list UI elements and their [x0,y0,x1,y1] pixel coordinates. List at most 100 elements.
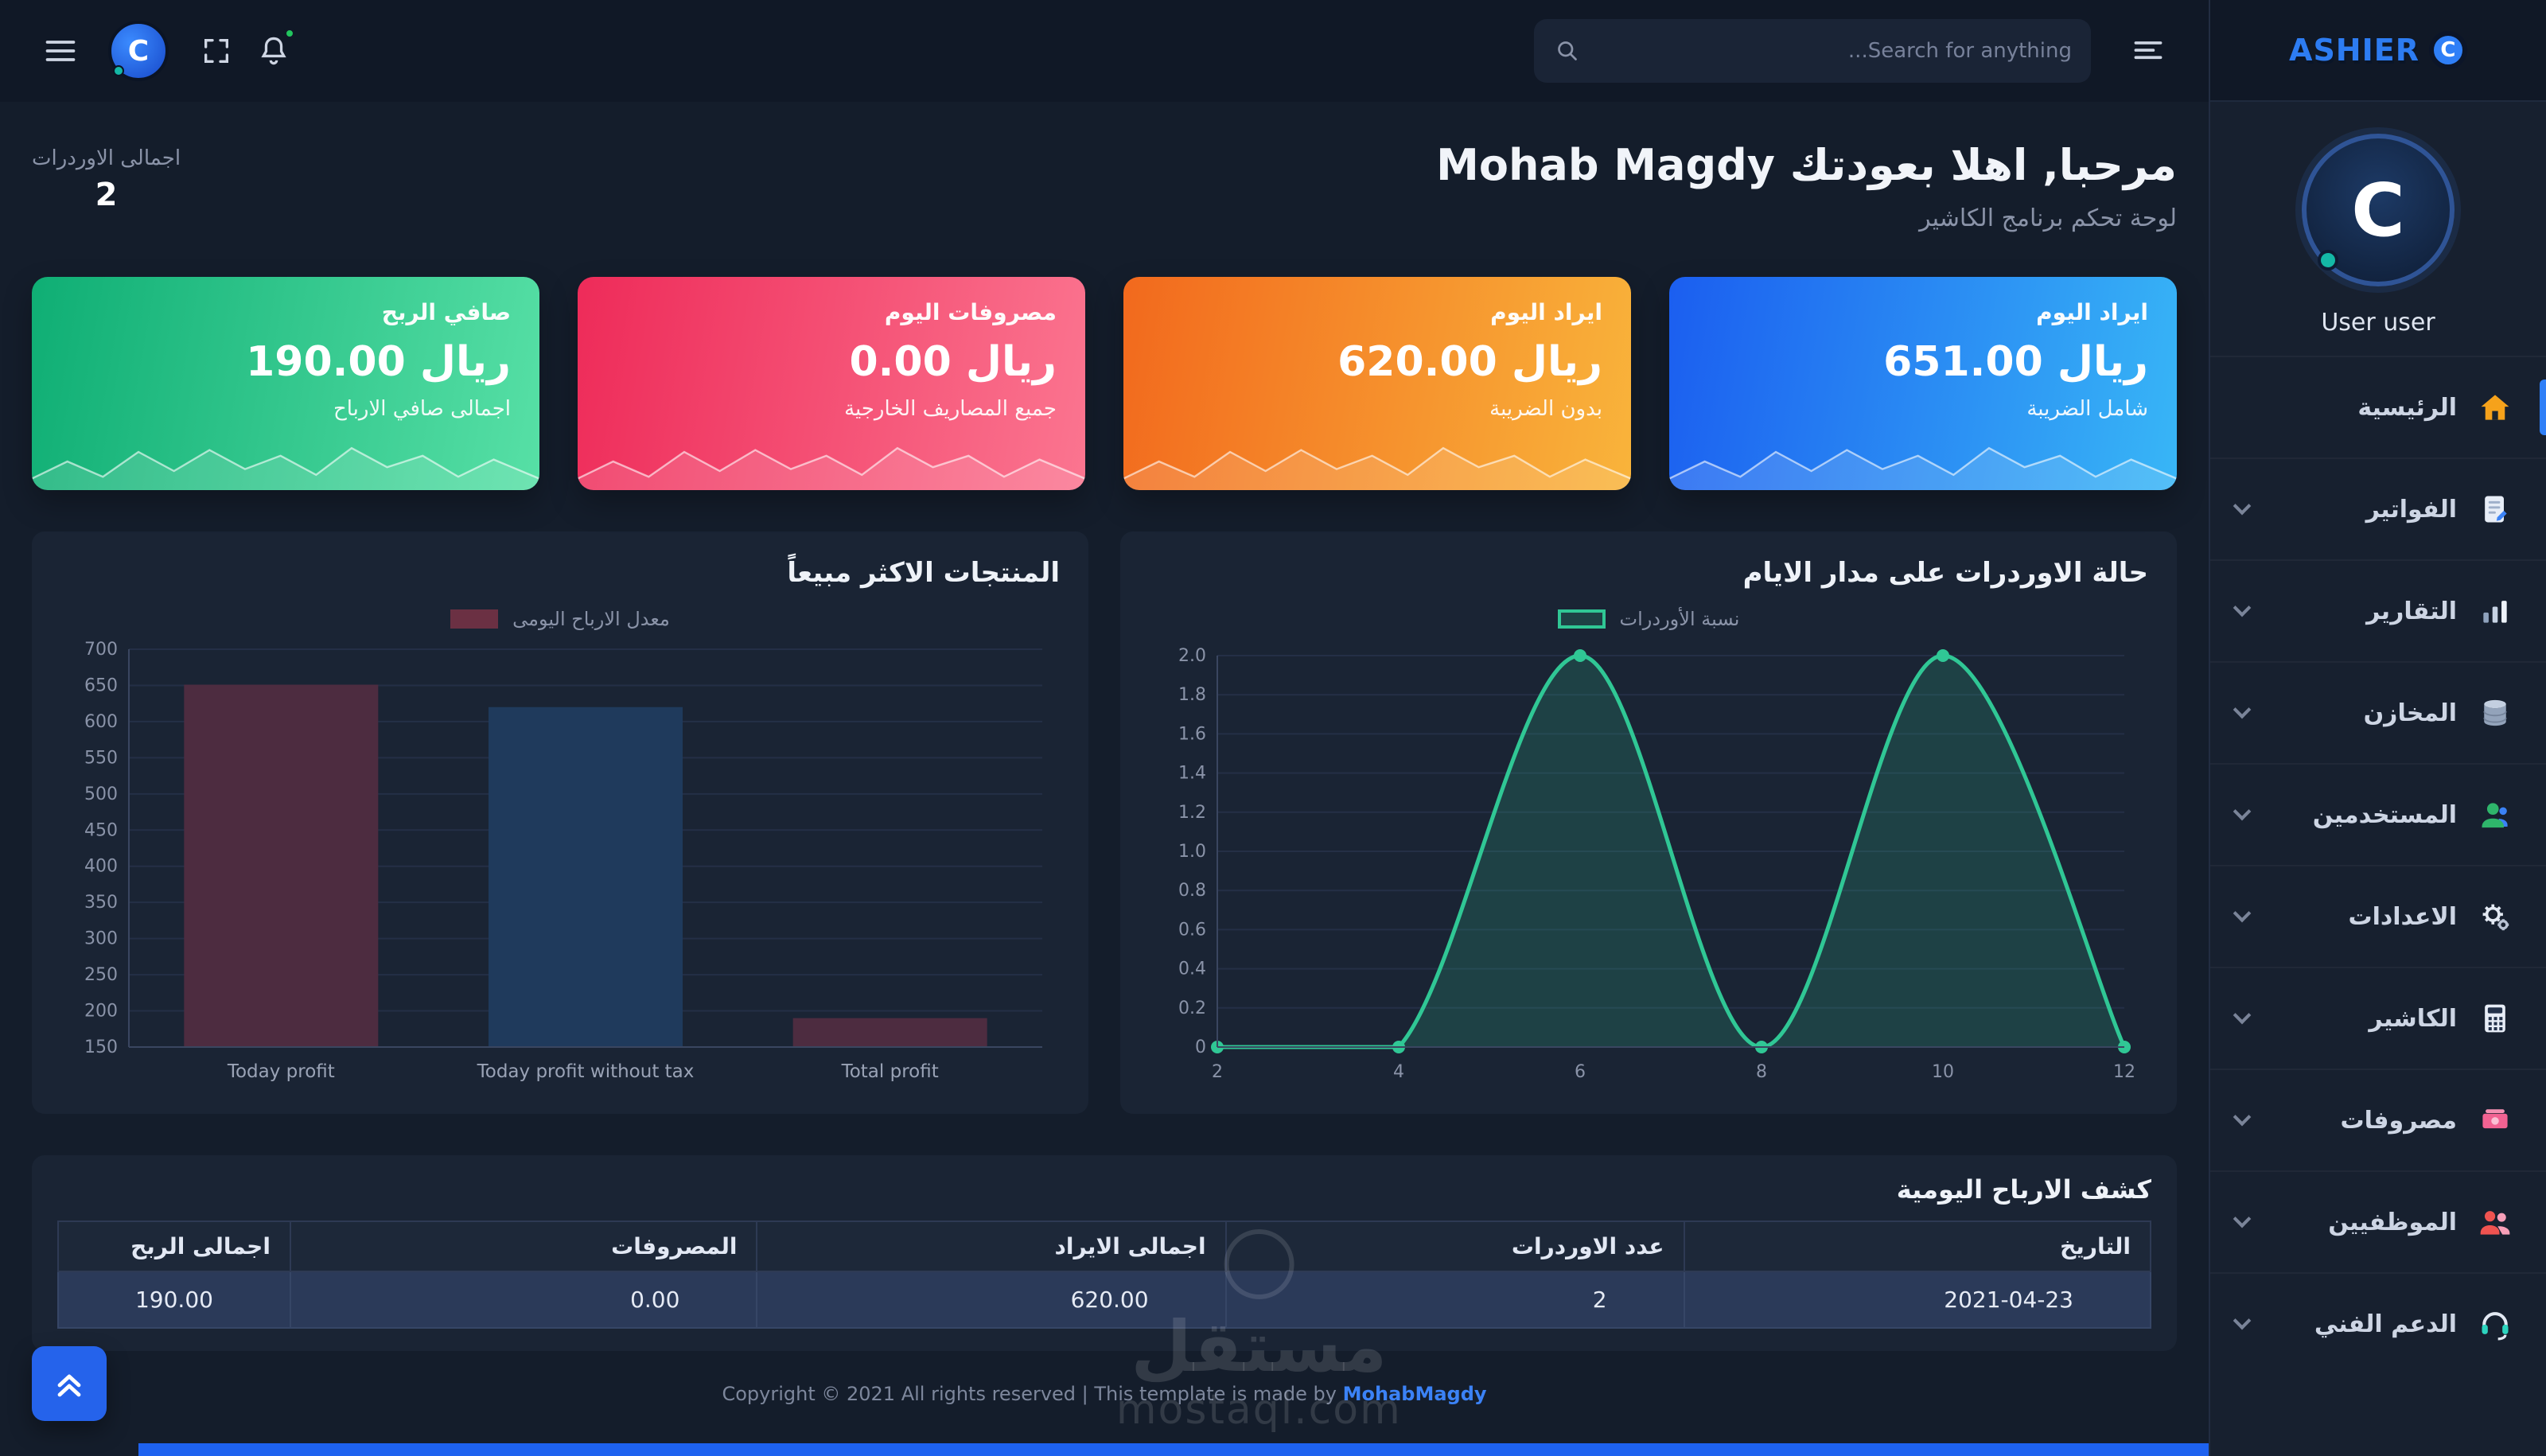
stat-card-revenue-with-tax: ايراد اليوم 651.00 ريال شامل الضريبة [1669,277,2177,490]
legend-swatch [1557,609,1606,629]
stat-card-net-profit: صافي الربح 190.00 ريال اجمالى صافي الارب… [32,277,539,490]
stat-card-subtitle: جميع المصاريف الخارجية [844,397,1057,421]
sidebar-item-users[interactable]: المستخدمين [2210,763,2546,865]
stat-card-title: صافي الربح [381,299,511,325]
sidebar-item-invoices[interactable]: الفواتير [2210,457,2546,559]
sidebar-item-label: الدعم الفني [2314,1310,2457,1338]
list-icon [2134,41,2163,60]
svg-text:Today profit: Today profit [227,1061,335,1082]
welcome-row: مرحبا, اهلا بعودتك Mohab Magdy لوحة تحكم… [32,140,2177,232]
bottom-accent-strip [138,1443,2209,1456]
svg-text:500: 500 [84,784,118,804]
cell-total-profit: 190.00 [57,1271,291,1329]
sidebar-item-warehouses[interactable]: المخازن [2210,661,2546,763]
sidebar-item-label: مصروفات [2340,1106,2458,1135]
notifications-button[interactable] [245,22,302,80]
sidebar-user-block: C User user [2210,102,2546,349]
sidebar-item-expenses[interactable]: مصروفات [2210,1069,2546,1170]
sidebar-item-label: الموظفيين [2328,1208,2457,1236]
svg-text:10: 10 [1932,1062,1954,1082]
col-header-expenses: المصروفات [289,1220,758,1272]
invoices-icon [2476,490,2514,528]
chevron-down-icon [2233,802,2252,821]
chevron-down-icon [2233,700,2252,719]
svg-text:2.0: 2.0 [1178,646,1206,666]
chevron-down-icon [2233,598,2252,617]
calculator-icon [2476,999,2514,1037]
stat-cards-row: ايراد اليوم 651.00 ريال شامل الضريبة اير… [32,277,2177,490]
avatar-letter: C [2351,167,2405,253]
scroll-to-top-button[interactable] [32,1346,107,1421]
main-column: C مرحبا, اهلا بعودتك Mohab Magdy [0,19,2209,1456]
sidebar-item-cashier[interactable]: الكاشير [2210,967,2546,1069]
hamburger-menu-button[interactable] [32,22,89,80]
brand-c-badge: C [2428,31,2467,69]
sidebar-item-label: الاعدادات [2348,902,2457,931]
sidebar-item-label: الكاشير [2369,1004,2457,1033]
products-chart-legend[interactable]: معدل الارباح اليومى [60,608,1060,630]
welcome-subtitle: لوحة تحكم برنامج الكاشير [1919,204,2177,232]
sidebar-item-home[interactable]: الرئيسية [2210,356,2546,457]
svg-text:250: 250 [84,965,118,985]
search-input[interactable] [1582,39,2072,63]
stat-card-subtitle: شامل الضريبة [2026,397,2148,421]
stat-card-expenses: مصروفات اليوم 0.00 ريال جميع المصاريف ال… [578,277,1085,490]
svg-text:Total profit: Total profit [841,1061,939,1082]
chevron-down-icon [2233,1209,2252,1228]
svg-text:4: 4 [1393,1062,1404,1082]
sidebar-item-label: المخازن [2363,699,2457,727]
sidebar-brand[interactable]: C ASHIER [2210,0,2546,102]
sparkline-chart [1669,433,2177,490]
fullscreen-button[interactable] [188,22,245,80]
orders-line-chart: 0 0.2 0.4 0.6 0.8 1.0 1.2 1.4 1.6 1.8 2.0 2 4 6 8 10 12 [1178,646,2135,1082]
search-bar [1534,19,2091,83]
products-bar-chart-box: 150 200 250 300 350 400 450 500 550 600 650 700 Toda… [60,640,1060,1088]
stat-card-title: مصروفات اليوم [884,299,1057,325]
page-footer: Copyright © 2021 All rights reserved | T… [32,1383,2177,1405]
chevron-down-icon [2233,1311,2252,1330]
sidebar-item-reports[interactable]: التقارير [2210,559,2546,661]
orders-total-label: اجمالى الاوردرات [32,146,181,170]
cell-orders-count: 2 [1224,1271,1685,1329]
orders-chart-legend[interactable]: نسبة الأوردرات [1149,608,2148,630]
author-link[interactable]: MohabMagdy [1342,1383,1487,1405]
headset-icon [2476,1305,2514,1343]
sidebar-item-settings[interactable]: الاعدادات [2210,865,2546,967]
orders-total-value: 2 [95,177,118,213]
home-icon [2476,388,2514,426]
sidebar-item-label: الفواتير [2365,495,2457,524]
col-header-total-revenue: اجمالى الايراد [756,1220,1227,1272]
dashboard-content: مرحبا, اهلا بعودتك Mohab Magdy لوحة تحكم… [0,102,2209,1456]
app-logo-letter: C [127,34,150,68]
daily-profit-panel: كشف الارباح اليومية التاريخ عدد الاوردرا… [32,1155,2177,1351]
stat-card-value: 651.00 ريال [1883,338,2148,386]
notification-dot [283,27,296,40]
avatar-status-dot [2318,250,2338,271]
stat-card-title: ايراد اليوم [1490,299,1602,325]
cell-total-revenue: 620.00 [756,1271,1227,1329]
table-row: 2021-04-23 2 620.00 0.00 190.00 [57,1271,2152,1329]
welcome-block: مرحبا, اهلا بعودتك Mohab Magdy لوحة تحكم… [1436,140,2177,232]
sidebar-item-support[interactable]: الدعم الفني [2210,1272,2546,1374]
employees-icon [2476,1203,2514,1241]
chevron-down-icon [2233,1006,2252,1025]
sidebar-item-label: التقارير [2366,597,2457,625]
avatar[interactable]: C [2302,134,2455,286]
expenses-icon [2476,1101,2514,1139]
svg-text:2: 2 [1212,1062,1223,1082]
sidebar-nav: الرئيسية الفواتير التقارير المخازن المست… [2210,356,2546,1456]
svg-text:0: 0 [1195,1037,1206,1057]
svg-text:1.2: 1.2 [1178,803,1206,823]
hamburger-icon [45,41,76,61]
stat-card-revenue-no-tax: ايراد اليوم 620.00 ريال بدون الضريبة [1123,277,1631,490]
users-icon [2476,796,2514,834]
chevron-down-icon [2233,904,2252,923]
cell-expenses: 0.00 [289,1271,758,1329]
sidebar-item-employees[interactable]: الموظفيين [2210,1170,2546,1272]
double-chevron-up-icon [57,1374,81,1397]
search-icon [1558,41,1577,60]
app-logo: C [108,21,169,81]
copyright-text: Copyright © 2021 All rights reserved | T… [722,1383,1343,1405]
sidebar-item-label: المستخدمين [2312,800,2457,829]
menu-list-button[interactable] [2120,22,2177,80]
